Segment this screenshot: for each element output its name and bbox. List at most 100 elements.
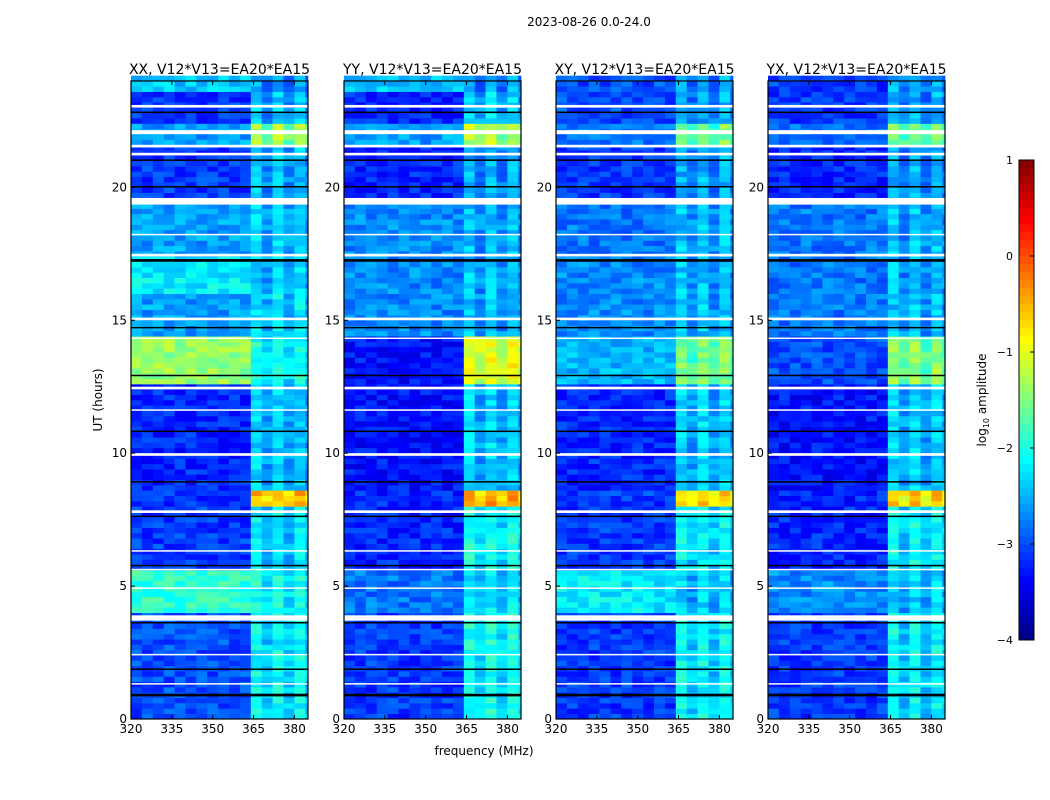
heatmap-cell [442,506,454,512]
heatmap-cell [354,447,367,454]
heatmap-cell [686,639,698,645]
heatmap-cell [452,134,465,140]
heatmap-cell [387,415,399,422]
heatmap-cell [376,671,388,677]
heatmap-cell [577,660,589,667]
heatmap-cell [675,660,688,667]
heatmap-cell [250,649,263,656]
heatmap-cell [708,596,720,603]
heatmap-cell [420,203,432,209]
heatmap-cell [185,394,197,401]
heatmap-cell [250,554,263,560]
heatmap-cell [305,617,309,624]
heatmap-cell [261,182,273,188]
heatmap-cell [566,703,579,709]
heatmap-cell [131,330,143,337]
heatmap-cell [654,580,666,587]
heatmap-cell [577,554,589,560]
heatmap-cell [474,394,486,401]
heatmap-cell [294,511,306,518]
heatmap-cell [250,485,263,491]
heatmap-cell [507,182,519,188]
heatmap-cell [442,474,454,481]
heatmap-cell [507,203,519,209]
heatmap-cell [239,644,252,651]
heatmap-cell [354,245,367,252]
heatmap-cell [272,697,284,704]
heatmap-cell [398,75,410,82]
heatmap-cell [365,559,377,566]
heatmap-cell [442,607,454,613]
heatmap-cell [131,283,143,289]
y-tick-label: 5 [332,579,340,593]
heatmap-cell [518,570,522,576]
heatmap-cell [294,224,306,231]
heatmap-cell [283,474,295,481]
heatmap-cell [163,495,175,502]
heatmap-cell [250,506,263,512]
heatmap-cell [398,596,410,603]
heatmap-cell [294,357,306,364]
heatmap-cell [305,405,309,411]
heatmap-cell [409,171,421,177]
heatmap-cell [376,277,388,284]
heatmap-cell [387,697,399,704]
heatmap-cell [409,474,421,481]
heatmap-cell [163,559,175,566]
heatmap-cell [218,75,230,82]
heatmap-cell [294,453,306,459]
heatmap-cell [376,458,388,465]
heatmap-cell [305,607,309,613]
heatmap-cell [588,671,600,677]
heatmap-cell [463,240,476,247]
heatmap-cell [163,139,175,146]
heatmap-cell [496,213,508,220]
heatmap-cell [485,298,497,305]
heatmap-cell [686,570,698,576]
heatmap-cell [152,118,164,124]
heatmap-cell [708,564,720,571]
heatmap-cell [599,538,611,544]
heatmap-cell [431,267,443,273]
heatmap-cell [250,671,263,677]
heatmap-cell [463,272,476,279]
heatmap-cell [643,522,655,528]
heatmap-cell [452,320,465,326]
heatmap-cell [556,570,568,576]
heatmap-cell [250,617,263,624]
heatmap-cell [708,538,720,544]
heatmap-cell [452,437,465,443]
heatmap-cell [675,501,688,507]
heatmap-cell [518,469,522,475]
heatmap-cell [496,304,508,310]
heatmap-cell [365,144,377,151]
heatmap-cell [141,703,154,709]
heatmap-cell [566,543,579,550]
heatmap-cell [207,171,219,177]
heatmap-cell [294,639,306,645]
heatmap-cell [507,160,519,167]
heatmap-cell [507,123,519,130]
heatmap-cell [365,362,377,369]
heatmap-cell [185,490,197,496]
heatmap-cell [250,532,263,539]
heatmap-cell [283,644,295,651]
heatmap-cell [463,166,476,172]
heatmap-cell [207,144,219,151]
heatmap-cell [218,182,230,188]
heatmap-cell [261,219,273,225]
heatmap-cell [654,522,666,528]
heatmap-cell [376,575,388,582]
heatmap-cell [485,224,497,231]
heatmap-cell [577,687,589,693]
heatmap-cell [387,564,399,571]
heatmap-cell [163,511,175,518]
heatmap-cell [272,687,284,693]
heatmap-cell [272,362,284,369]
heatmap-cell [675,623,688,629]
heatmap-cell [174,400,186,406]
heatmap-cell [610,708,622,714]
heatmap-cell [518,426,522,433]
heatmap-cell [566,575,579,582]
heatmap-cell [474,676,486,683]
